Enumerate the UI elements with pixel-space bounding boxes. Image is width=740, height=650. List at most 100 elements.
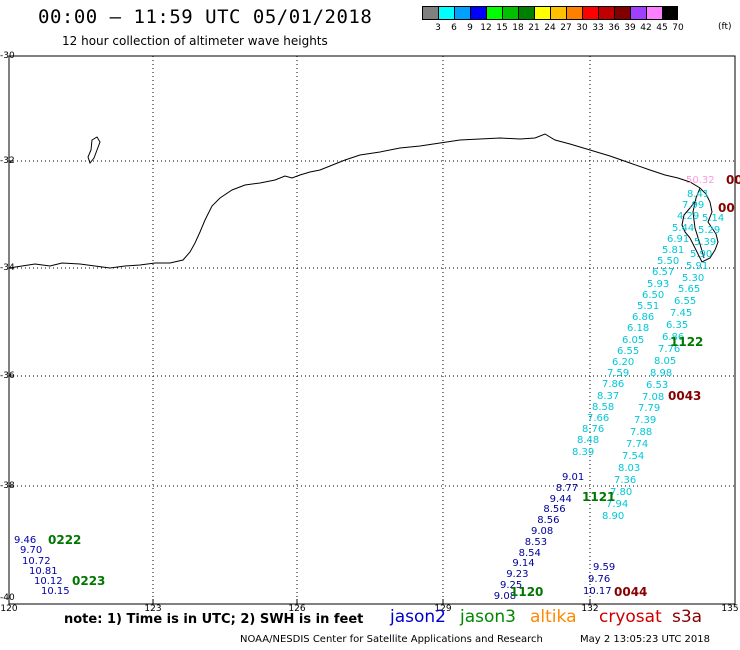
wave-height-value: 7.54 xyxy=(622,451,645,462)
wave-height-value: 6.50 xyxy=(642,289,665,301)
wave-height-value: 5.30 xyxy=(682,272,705,284)
color-scale-swatch xyxy=(438,6,454,20)
wave-height-value: 5.50 xyxy=(657,256,680,268)
coastline-southern-australia xyxy=(8,133,719,269)
wave-height-value: 9.59 xyxy=(593,562,616,573)
wave-height-value: 10.72 xyxy=(22,556,51,567)
wave-height-value: 8.48 xyxy=(577,435,600,447)
color-scale-swatch xyxy=(662,6,678,20)
wave-height-value: 9.46 xyxy=(14,535,37,546)
wave-height-value: 5.91 xyxy=(686,260,709,272)
wave-height-value: 8.03 xyxy=(618,462,641,474)
wave-height-value: 8.76 xyxy=(582,424,605,436)
lon-label: 120 xyxy=(0,604,18,614)
color-scale-label: 45 xyxy=(656,23,668,33)
wave-height-value: 5.51 xyxy=(637,301,660,312)
wave-height-value: 9.70 xyxy=(20,545,43,556)
wave-height-value: 7.79 xyxy=(638,403,661,415)
wave-height-value: 8.98 xyxy=(650,367,673,379)
map-frame xyxy=(8,55,736,605)
map-subtitle: 12 hour collection of altimeter wave hei… xyxy=(62,34,328,48)
peninsula xyxy=(692,187,705,259)
lat-label: -34 xyxy=(0,263,15,273)
lat-label: -30 xyxy=(0,51,15,61)
gulf-coast xyxy=(681,199,697,239)
color-scale-swatch xyxy=(454,6,470,20)
wave-height-value: 7.86 xyxy=(602,379,625,391)
wave-height-value: 8.56 xyxy=(537,515,560,527)
credit-text: NOAA/NESDIS Center for Satellite Applica… xyxy=(240,634,543,645)
color-scale-label: 18 xyxy=(512,23,524,33)
wave-height-value: 7.74 xyxy=(626,439,649,451)
wave-height-value: 7.99 xyxy=(682,200,705,212)
color-scale-label: 6 xyxy=(451,23,457,33)
wave-height-value: 7.94 xyxy=(606,498,629,510)
wave-height-value: 8.54 xyxy=(518,547,541,559)
wave-height-value: 7.76 xyxy=(658,343,681,355)
wave-height-value: 10.15 xyxy=(41,586,70,597)
wave-height-value: 7.08 xyxy=(642,391,665,403)
wave-height-value: 5.29 xyxy=(698,224,721,236)
wave-height-value: 5.65 xyxy=(678,284,701,296)
color-scale-swatch xyxy=(582,6,598,20)
lon-label: 135 xyxy=(721,604,739,614)
color-scale-label: 12 xyxy=(480,23,492,33)
wave-height-value: 6.55 xyxy=(617,345,640,357)
wave-height-value: 5.39 xyxy=(694,236,717,248)
satellite-legend-altika: altika xyxy=(530,607,577,627)
wave-height-value: 10.12 xyxy=(34,576,63,587)
color-scale-label: 33 xyxy=(592,23,604,33)
lat-label: -32 xyxy=(0,156,15,166)
wave-height-value: 9.08 xyxy=(493,590,517,602)
wave-height-value: 8.56 xyxy=(543,504,566,516)
color-scale-swatch xyxy=(422,6,438,20)
satellite-legend-s3a: s3a xyxy=(672,607,703,627)
lat-label: -38 xyxy=(0,481,15,491)
lon-label: 129 xyxy=(434,604,452,614)
wave-height-value: 50.32 xyxy=(686,175,715,186)
wave-height-value: 5.93 xyxy=(647,278,670,290)
time-label: 0043 xyxy=(668,389,702,403)
time-label: 1121 xyxy=(582,490,616,504)
wave-height-value: 8.37 xyxy=(597,390,620,402)
wave-height-value: 6.05 xyxy=(622,334,645,346)
time-label: 1120 xyxy=(510,585,544,599)
island xyxy=(87,136,101,165)
color-scale-swatch xyxy=(550,6,566,20)
map-title: 00:00 – 11:59 UTC 05/01/2018 xyxy=(38,6,373,28)
color-scale-labels: 3 6 9 12 15 18 21 24 27 30 33 36 39 42 45 70 xyxy=(422,23,740,35)
lon-label: 126 xyxy=(288,604,306,614)
time-label: 0044 xyxy=(614,585,648,599)
time-label: 0223 xyxy=(72,574,106,588)
color-scale-swatch xyxy=(470,6,486,20)
wave-height-value: 9.23 xyxy=(506,569,529,581)
time-label: 00 xyxy=(726,173,740,187)
color-scale-label: 15 xyxy=(496,23,508,33)
wave-height-value: 7.39 xyxy=(634,415,657,427)
graticule xyxy=(9,56,735,604)
wave-height-value: 8.53 xyxy=(524,536,548,548)
color-scale-swatch xyxy=(630,6,646,20)
wave-height-value: 7.80 xyxy=(610,486,633,498)
wave-height-value: 7.36 xyxy=(614,474,637,486)
lon-label: 123 xyxy=(144,604,162,614)
wave-height-value: 8.39 xyxy=(572,446,595,458)
wave-height-value: 10.17 xyxy=(583,586,612,597)
satellite-legend-jason3: jason3 xyxy=(460,607,516,627)
wave-height-value: 9.01 xyxy=(562,472,585,483)
color-scale-swatch xyxy=(646,6,662,20)
wave-height-value: 5.90 xyxy=(690,248,713,260)
wave-height-value: 7.45 xyxy=(670,308,693,320)
color-scale-label: 39 xyxy=(624,23,636,33)
lat-label: -40 xyxy=(0,593,15,603)
wave-height-value: 6.35 xyxy=(666,320,689,332)
wave-height-value: 6.53 xyxy=(646,379,669,391)
wave-height-value: 5.44 xyxy=(672,222,695,234)
color-scale-swatch xyxy=(518,6,534,20)
color-scale-swatch xyxy=(502,6,518,20)
wave-height-value: 7.59 xyxy=(607,368,630,380)
lon-label: 132 xyxy=(581,604,599,614)
time-label: 00 xyxy=(718,201,735,215)
color-scale-swatch xyxy=(598,6,614,20)
color-scale-label: 36 xyxy=(608,23,620,33)
